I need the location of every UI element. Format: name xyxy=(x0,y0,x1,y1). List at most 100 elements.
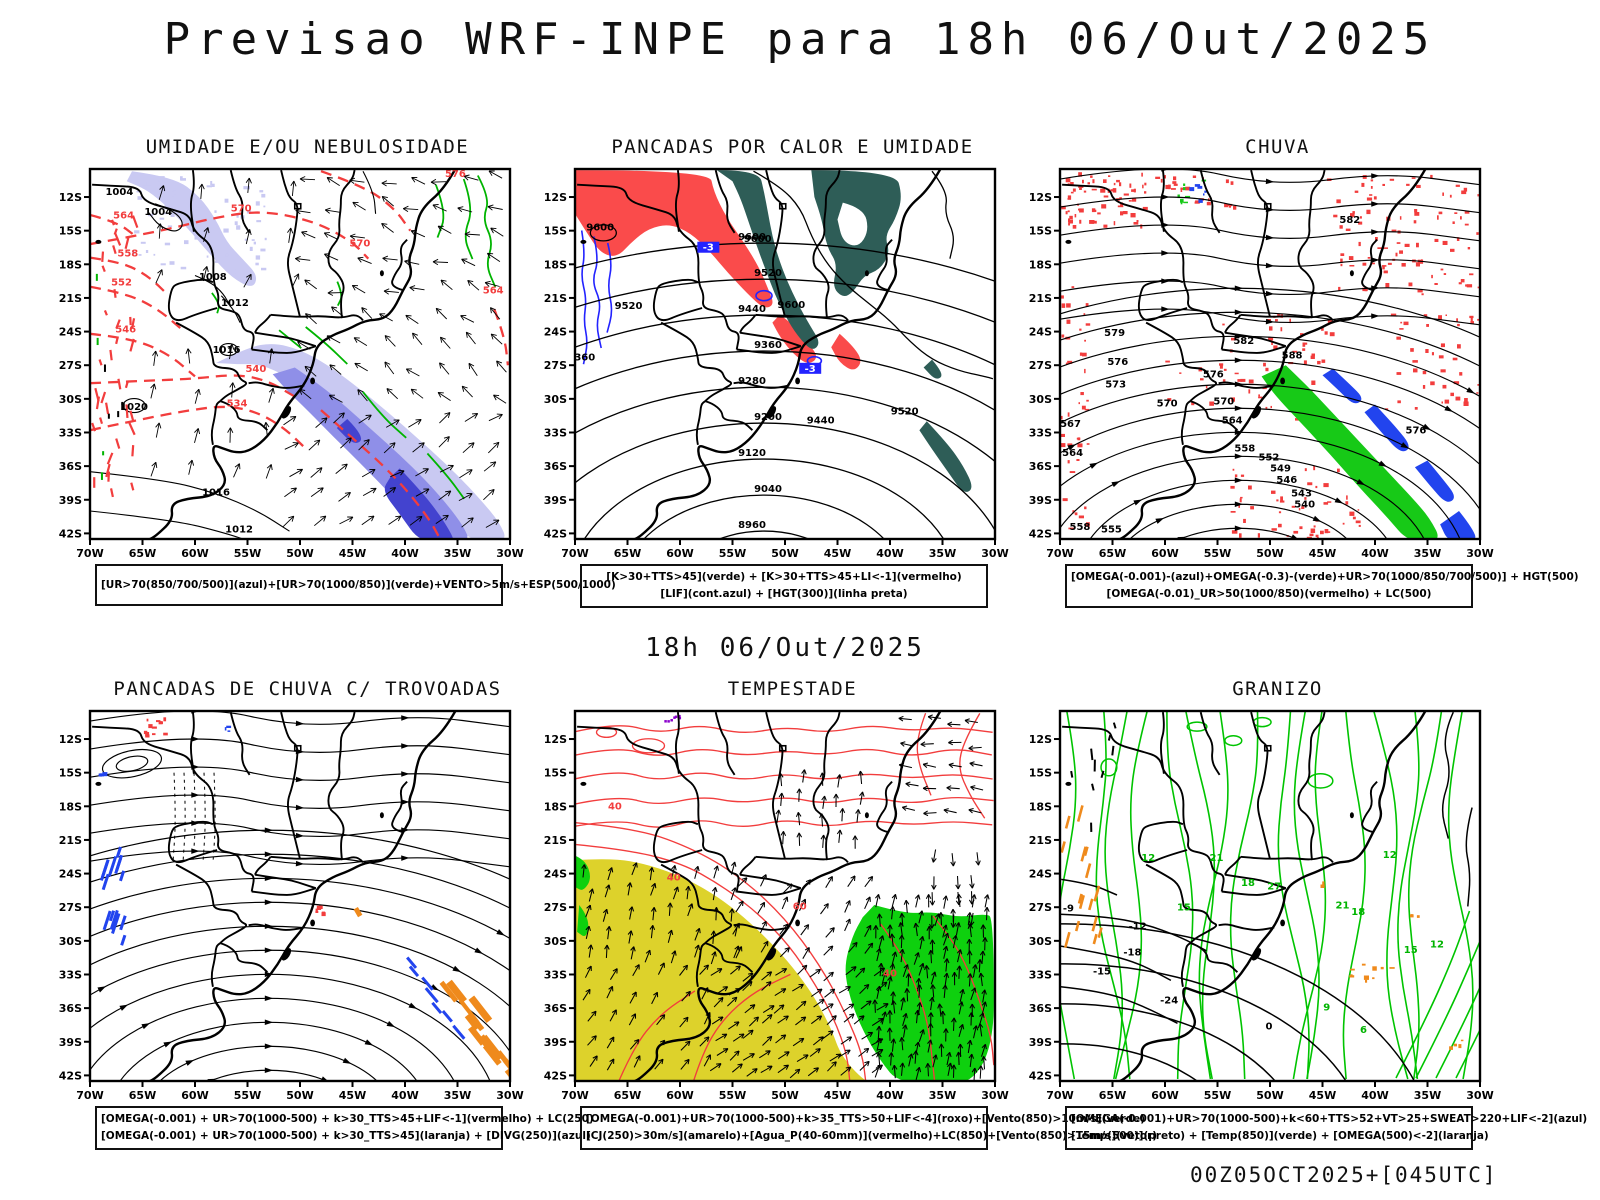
svg-text:15: 15 xyxy=(1177,903,1191,914)
svg-text:60W: 60W xyxy=(666,1089,693,1102)
svg-text:579: 579 xyxy=(1104,328,1125,339)
page-title: Previsao WRF-INPE para 18h 06/Out/2025 xyxy=(163,14,1437,65)
svg-text:30W: 30W xyxy=(1466,1089,1493,1102)
svg-text:45W: 45W xyxy=(824,1089,851,1102)
coastline-borders xyxy=(577,711,942,1081)
svg-text:582: 582 xyxy=(1339,215,1360,226)
caption-chuva: [OMEGA(-0.001)-(azul)+OMEGA(-0.3)-(verde… xyxy=(1065,564,1579,608)
svg-text:60W: 60W xyxy=(181,1089,208,1102)
svg-text:18S: 18S xyxy=(1029,258,1052,271)
panel-title-calor: PANCADAS POR CALOR E UMIDADE xyxy=(611,136,974,158)
contour-labels: 582 579 576 573 570 567 564 558 555 582 576 570 564 5… xyxy=(1060,215,1426,535)
svg-text:30S: 30S xyxy=(59,935,82,948)
svg-text:30W: 30W xyxy=(496,1089,523,1102)
svg-text:12: 12 xyxy=(1430,940,1444,951)
svg-text:552: 552 xyxy=(111,278,132,289)
panel-trovoadas: PANCADAS DE CHUVA C/ TROVOADAS 70W 65W 60W… xyxy=(55,678,594,1150)
caption-umidade: [UR>70(850/700/500)](azul)+[UR>70(1000/8… xyxy=(95,564,616,606)
svg-text:21: 21 xyxy=(1335,900,1349,911)
svg-text:21S: 21S xyxy=(1029,834,1052,847)
caption-line: [K>30+TTS>45](verde) + [K>30+TTS>45+LI<-… xyxy=(606,571,962,583)
svg-text:70W: 70W xyxy=(1046,1089,1073,1102)
svg-text:9280: 9280 xyxy=(738,376,766,387)
svg-text:40W: 40W xyxy=(391,547,418,560)
svg-text:55W: 55W xyxy=(1204,1089,1231,1102)
svg-text:40W: 40W xyxy=(391,1089,418,1102)
svg-text:39S: 39S xyxy=(1029,494,1052,507)
svg-text:33S: 33S xyxy=(1029,968,1052,981)
svg-text:70W: 70W xyxy=(1046,547,1073,560)
svg-text:24S: 24S xyxy=(1029,326,1052,339)
svg-text:35W: 35W xyxy=(444,547,471,560)
panel-title-umidade: UMIDADE E/OU NEBULOSIDADE xyxy=(145,136,470,158)
svg-text:6: 6 xyxy=(1360,1025,1367,1036)
svg-text:12S: 12S xyxy=(59,733,82,746)
svg-text:39S: 39S xyxy=(544,494,567,507)
svg-text:50W: 50W xyxy=(1256,1089,1283,1102)
svg-text:18: 18 xyxy=(1241,878,1255,889)
svg-text:36S: 36S xyxy=(544,1002,567,1015)
svg-text:40W: 40W xyxy=(876,1089,903,1102)
svg-text:12: 12 xyxy=(1383,850,1397,861)
svg-text:42S: 42S xyxy=(1029,527,1052,540)
caption-line: [CJ(250)>30m/s](amarelo)+[Agua_P(40-60mm… xyxy=(586,1129,1158,1142)
svg-text:24S: 24S xyxy=(544,326,567,339)
svg-text:543: 543 xyxy=(1291,488,1312,499)
svg-text:70W: 70W xyxy=(76,547,103,560)
svg-text:36S: 36S xyxy=(59,460,82,473)
caption-line: [OMEGA(-0.001)+UR>70(1000-500)+k<60+TTS>… xyxy=(1071,1113,1588,1125)
caption-calor: [K>30+TTS>45](verde) + [K>30+TTS>45+LI<-… xyxy=(580,564,988,608)
svg-text:564: 564 xyxy=(1062,448,1083,459)
svg-text:558: 558 xyxy=(1070,522,1091,533)
coastline-borders xyxy=(1062,711,1427,1081)
svg-text:9360: 9360 xyxy=(754,340,782,351)
svg-text:30W: 30W xyxy=(981,547,1008,560)
svg-text:65W: 65W xyxy=(129,547,156,560)
svg-text:1008: 1008 xyxy=(199,272,227,283)
svg-text:35W: 35W xyxy=(1414,547,1441,560)
svg-text:-3: -3 xyxy=(805,364,816,375)
svg-text:567: 567 xyxy=(1060,419,1081,430)
svg-text:42S: 42S xyxy=(59,527,82,540)
svg-text:42S: 42S xyxy=(544,1069,567,1082)
svg-text:9600: 9600 xyxy=(586,223,614,234)
svg-text:42S: 42S xyxy=(59,1069,82,1082)
svg-text:9600: 9600 xyxy=(744,234,772,245)
svg-text:21S: 21S xyxy=(59,834,82,847)
svg-text:12S: 12S xyxy=(544,733,567,746)
svg-text:564: 564 xyxy=(113,210,134,221)
panel-umidade: UMIDADE E/OU NEBULOSIDADE 70W 65W 60W 55W 50… xyxy=(55,136,616,606)
svg-text:27S: 27S xyxy=(1029,901,1052,914)
svg-text:570: 570 xyxy=(231,204,252,215)
svg-text:1012: 1012 xyxy=(221,298,249,309)
svg-text:12S: 12S xyxy=(1029,191,1052,204)
caption-line: [OMEGA(-0.01)_UR>50(1000/850)(vermelho) … xyxy=(1106,587,1432,600)
map-tempestade: 70W 65W 60W 55W 50W 45W 40W 35W 30W 12S 15S 18S 21S 2… xyxy=(544,709,1009,1102)
svg-text:9600: 9600 xyxy=(738,232,766,243)
svg-text:576: 576 xyxy=(1406,426,1427,437)
svg-text:-3: -3 xyxy=(703,243,714,254)
svg-text:35W: 35W xyxy=(1414,1089,1441,1102)
svg-text:576: 576 xyxy=(1107,357,1128,368)
svg-text:1016: 1016 xyxy=(202,487,230,498)
map-art-layer: 1004 1008 1012 1016 1020 1016 1012 1004 570 564 55… xyxy=(90,169,510,539)
svg-text:546: 546 xyxy=(115,325,136,336)
svg-text:36S: 36S xyxy=(544,460,567,473)
svg-text:1004: 1004 xyxy=(105,187,133,198)
svg-text:60W: 60W xyxy=(1151,547,1178,560)
coastline-borders xyxy=(577,169,942,539)
caption-line: [OMEGA(-0.001) + UR>70(1000-500) + k>30_… xyxy=(101,1113,594,1125)
svg-text:30S: 30S xyxy=(544,393,567,406)
svg-text:60W: 60W xyxy=(1151,1089,1178,1102)
svg-text:65W: 65W xyxy=(1099,1089,1126,1102)
svg-text:33S: 33S xyxy=(1029,426,1052,439)
svg-text:570: 570 xyxy=(1213,396,1234,407)
svg-text:15: 15 xyxy=(1404,945,1418,956)
svg-text:549: 549 xyxy=(1270,464,1291,475)
svg-text:552: 552 xyxy=(1259,453,1280,464)
svg-text:564: 564 xyxy=(483,285,504,296)
axis-ticks: 70W 65W 60W 55W 50W 45W 40W 35W 30W 12S 15S 18S 21S 2… xyxy=(59,733,524,1102)
svg-text:40: 40 xyxy=(667,872,681,883)
